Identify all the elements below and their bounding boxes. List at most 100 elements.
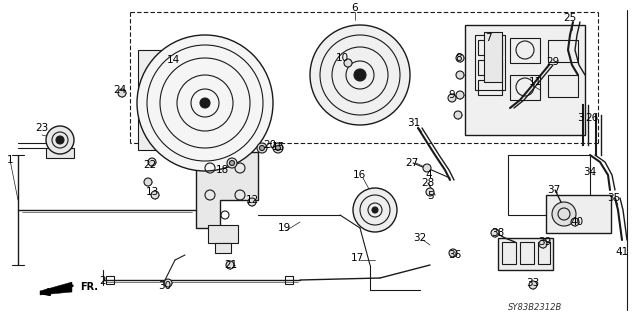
Text: 37: 37 bbox=[547, 185, 561, 195]
Text: 16: 16 bbox=[353, 170, 365, 180]
Text: 18: 18 bbox=[216, 165, 228, 175]
Bar bbox=[106, 276, 114, 284]
Circle shape bbox=[354, 69, 366, 81]
Circle shape bbox=[273, 143, 283, 153]
Bar bbox=[475, 35, 505, 90]
Text: 4: 4 bbox=[426, 170, 432, 180]
Text: 23: 23 bbox=[35, 123, 49, 133]
Circle shape bbox=[426, 188, 434, 196]
Circle shape bbox=[571, 218, 579, 226]
Circle shape bbox=[456, 91, 464, 99]
Polygon shape bbox=[196, 152, 258, 228]
Bar bbox=[502, 242, 516, 264]
Text: FR.: FR. bbox=[80, 282, 98, 292]
Bar bbox=[520, 242, 534, 264]
Circle shape bbox=[226, 261, 234, 269]
Text: 14: 14 bbox=[166, 55, 180, 65]
Circle shape bbox=[248, 198, 256, 206]
Bar bbox=[510, 38, 540, 63]
Text: 20: 20 bbox=[264, 140, 276, 150]
Circle shape bbox=[539, 240, 547, 248]
Text: 31: 31 bbox=[408, 118, 420, 128]
Text: 32: 32 bbox=[413, 233, 427, 243]
Circle shape bbox=[529, 281, 537, 289]
Bar bbox=[478, 80, 502, 95]
Text: 27: 27 bbox=[405, 158, 419, 168]
Text: 28: 28 bbox=[421, 178, 435, 188]
Bar bbox=[215, 243, 231, 253]
Circle shape bbox=[423, 164, 431, 172]
Bar bbox=[338, 52, 358, 74]
Circle shape bbox=[456, 54, 464, 62]
Circle shape bbox=[448, 94, 456, 102]
Text: 24: 24 bbox=[113, 85, 127, 95]
Circle shape bbox=[56, 136, 64, 144]
Text: 5: 5 bbox=[427, 191, 433, 201]
Circle shape bbox=[344, 59, 352, 67]
Text: 1: 1 bbox=[6, 155, 13, 165]
Bar bbox=[510, 75, 540, 100]
Bar bbox=[46, 148, 74, 158]
Circle shape bbox=[257, 143, 267, 153]
Text: 17: 17 bbox=[350, 253, 364, 263]
Text: SY83B2312B: SY83B2312B bbox=[508, 303, 562, 313]
Bar bbox=[548, 40, 578, 62]
Text: 40: 40 bbox=[570, 217, 584, 227]
Bar bbox=[546, 195, 611, 233]
Bar bbox=[484, 32, 502, 82]
Circle shape bbox=[552, 202, 576, 226]
Circle shape bbox=[275, 145, 280, 151]
Circle shape bbox=[454, 111, 462, 119]
Circle shape bbox=[230, 160, 234, 166]
Circle shape bbox=[144, 178, 152, 186]
Circle shape bbox=[46, 126, 74, 154]
Bar bbox=[478, 60, 502, 75]
Text: 3: 3 bbox=[577, 113, 583, 123]
Text: 41: 41 bbox=[616, 247, 628, 257]
Text: 15: 15 bbox=[271, 142, 285, 152]
Text: 9: 9 bbox=[449, 90, 455, 100]
Polygon shape bbox=[40, 282, 72, 295]
Text: 26: 26 bbox=[586, 113, 598, 123]
Bar bbox=[208, 225, 238, 243]
Circle shape bbox=[164, 279, 172, 287]
Circle shape bbox=[118, 89, 126, 97]
Circle shape bbox=[456, 71, 464, 79]
Text: 39: 39 bbox=[538, 237, 552, 247]
Circle shape bbox=[137, 35, 273, 171]
Text: 21: 21 bbox=[225, 260, 237, 270]
Circle shape bbox=[148, 158, 156, 166]
Circle shape bbox=[372, 207, 378, 213]
Circle shape bbox=[310, 25, 410, 125]
Text: 30: 30 bbox=[159, 281, 172, 291]
Circle shape bbox=[227, 158, 237, 168]
Bar bbox=[465, 25, 585, 135]
Text: 22: 22 bbox=[143, 160, 157, 170]
Text: 19: 19 bbox=[277, 223, 291, 233]
Bar bbox=[285, 276, 293, 284]
Text: 25: 25 bbox=[563, 13, 577, 23]
Circle shape bbox=[353, 188, 397, 232]
Bar bbox=[478, 40, 502, 55]
Bar bbox=[548, 75, 578, 97]
Text: 10: 10 bbox=[335, 53, 349, 63]
Text: 12: 12 bbox=[245, 195, 259, 205]
Text: 8: 8 bbox=[456, 53, 462, 63]
Bar bbox=[138, 50, 213, 150]
Circle shape bbox=[491, 229, 499, 237]
Circle shape bbox=[151, 191, 159, 199]
Text: 33: 33 bbox=[526, 278, 540, 288]
Text: 38: 38 bbox=[492, 228, 504, 238]
Text: 13: 13 bbox=[145, 187, 159, 197]
Circle shape bbox=[259, 145, 264, 151]
Text: 34: 34 bbox=[584, 167, 596, 177]
Text: 29: 29 bbox=[547, 57, 559, 67]
Text: 11: 11 bbox=[529, 77, 541, 87]
Text: 7: 7 bbox=[484, 33, 492, 43]
Circle shape bbox=[200, 98, 210, 108]
Bar bbox=[538, 242, 550, 264]
Text: 35: 35 bbox=[607, 193, 621, 203]
Text: 2: 2 bbox=[100, 276, 106, 286]
Circle shape bbox=[449, 249, 457, 257]
Text: 36: 36 bbox=[449, 250, 461, 260]
